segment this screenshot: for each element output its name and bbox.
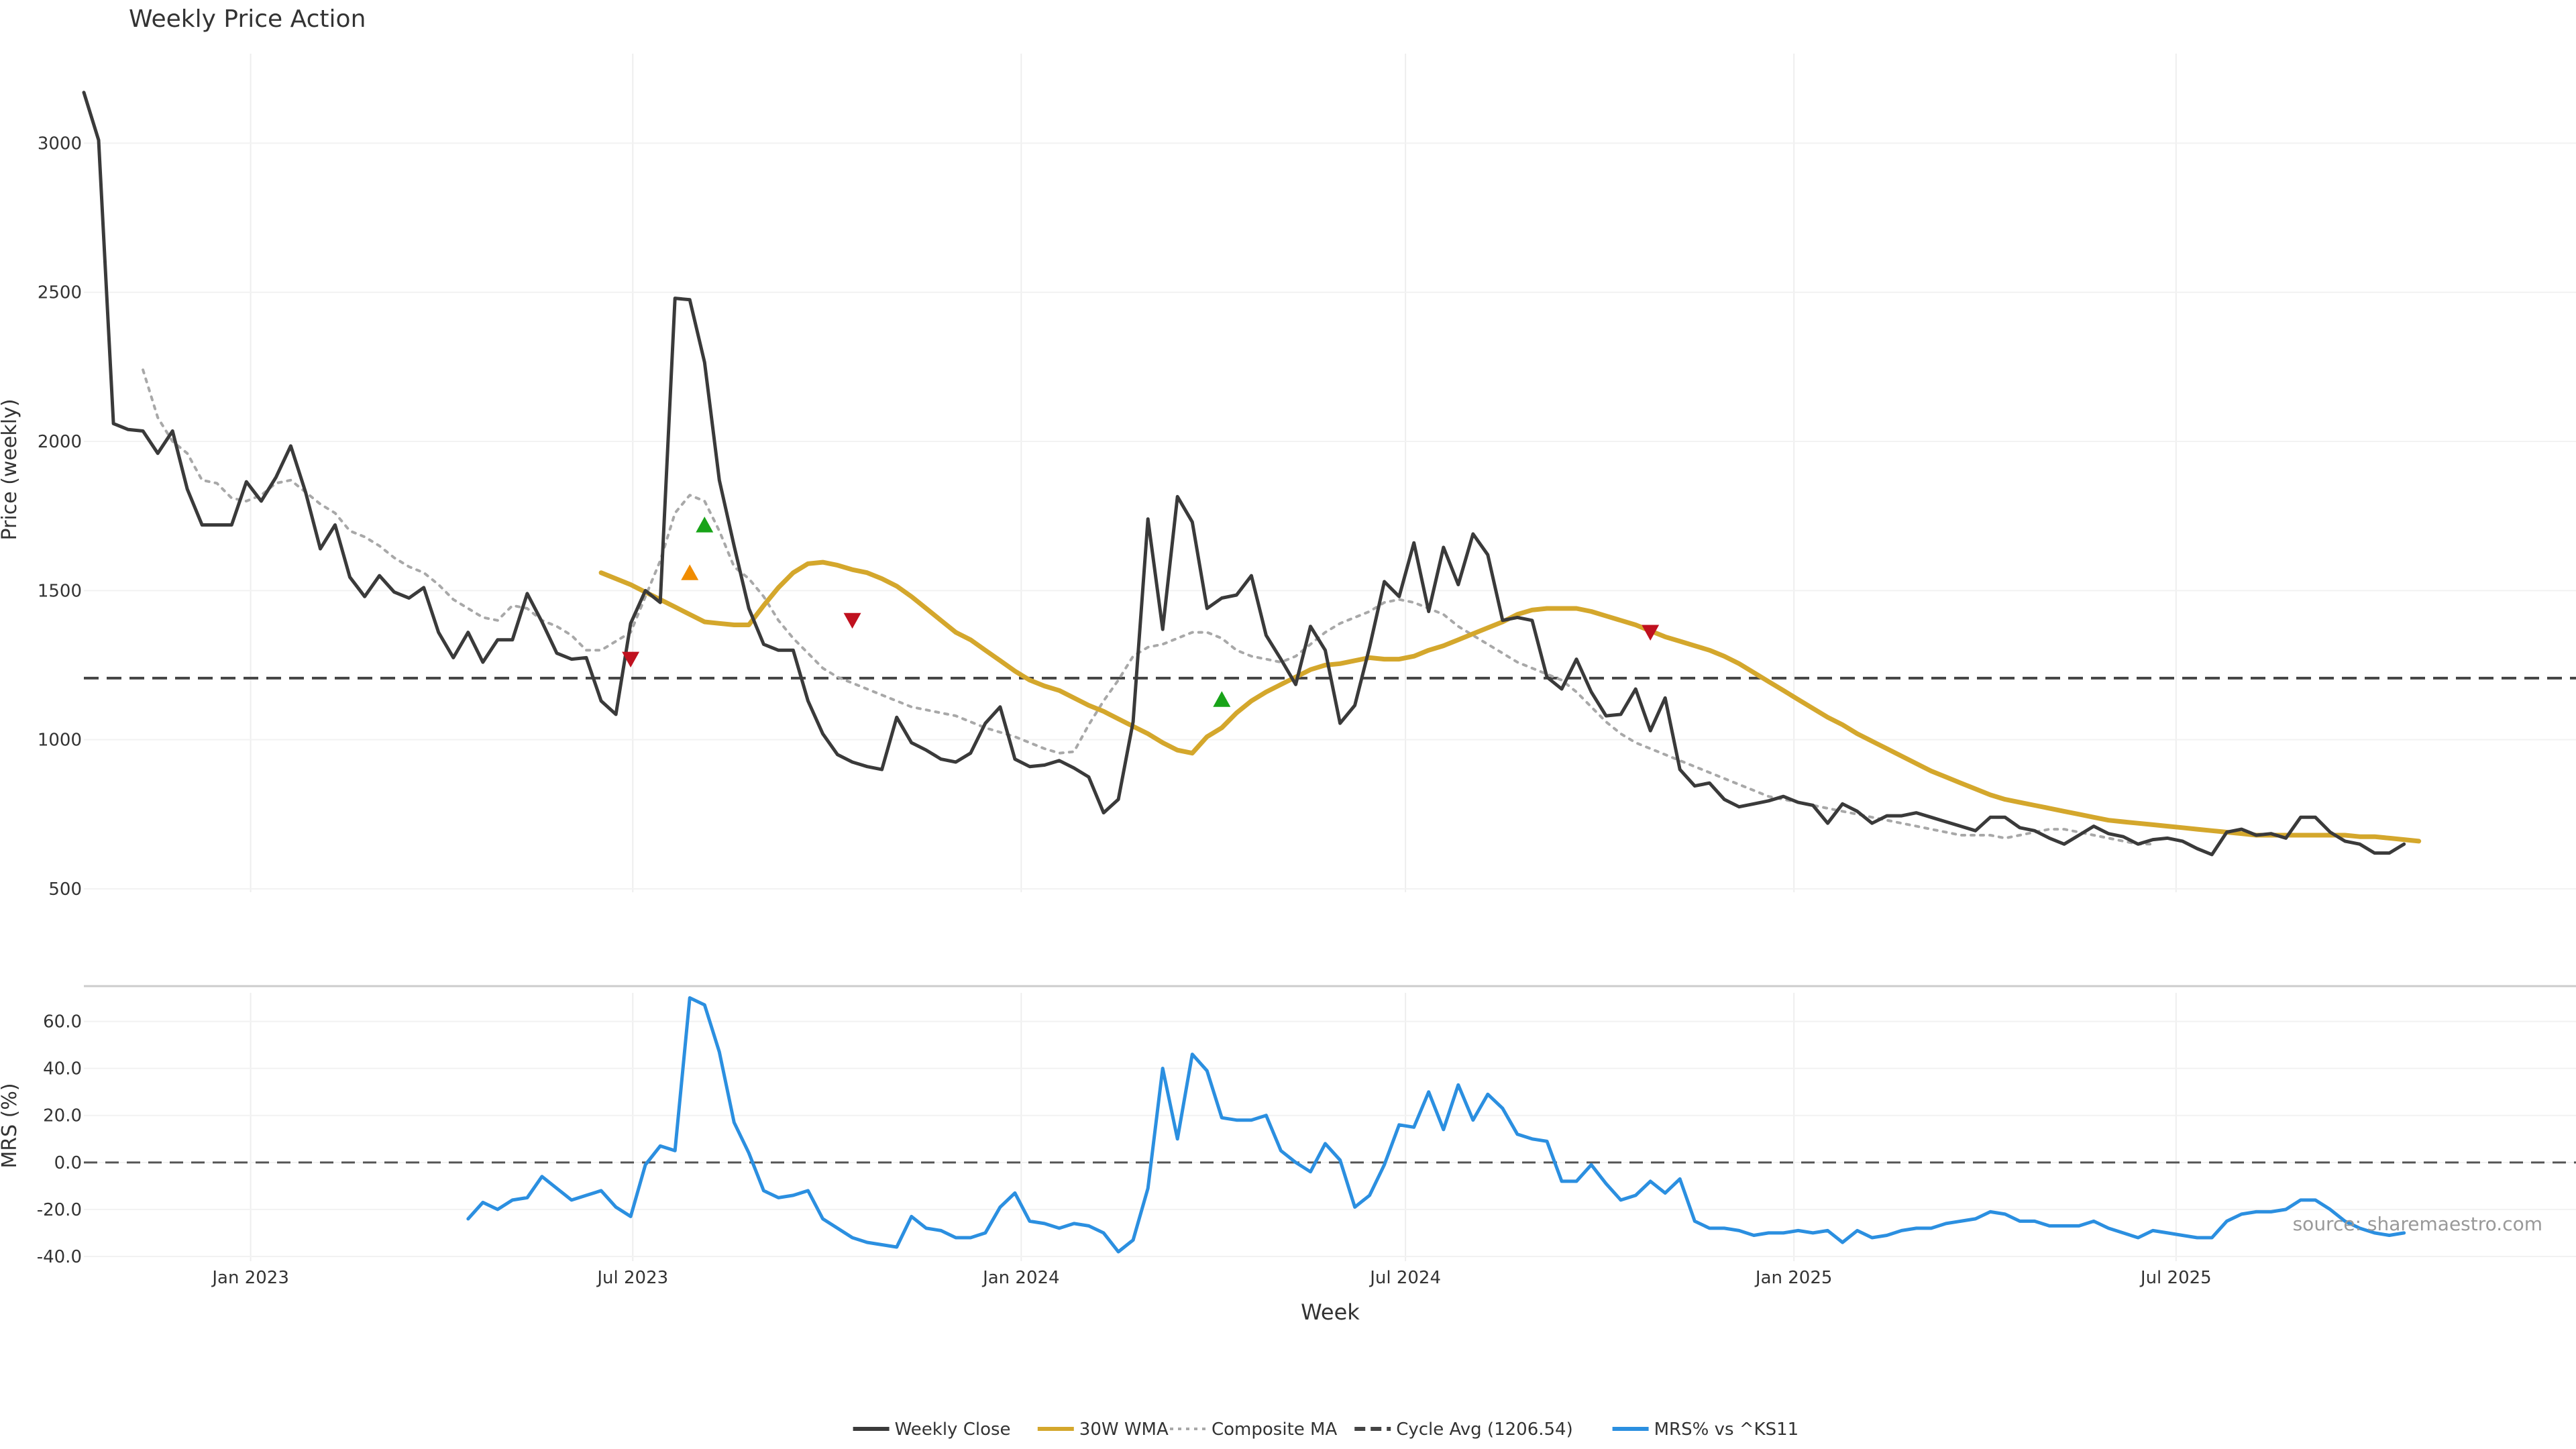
- price-y-tick-label: 1500: [38, 581, 82, 601]
- buy-signal-marker: [1213, 691, 1231, 707]
- price-y-tick-label: 500: [48, 879, 82, 900]
- legend-label: MRS% vs ^KS11: [1654, 1419, 1799, 1440]
- mrs-panel: MRS (%) -40.0 -20.0 0.0 20.0 40.0 60.0 Jan 20…: [0, 985, 2576, 1325]
- price-y-tick-label: 2500: [38, 283, 82, 303]
- mrs-y-tick-label: -20.0: [37, 1200, 82, 1220]
- mrs-y-axis-label: MRS (%): [0, 1083, 21, 1168]
- price-y-tick-label: 3000: [38, 133, 82, 154]
- price-y-ticks: 500 1000 1500 2000 2500 3000: [38, 133, 82, 900]
- legend-label: Weekly Close: [895, 1419, 1011, 1440]
- x-axis-label: Week: [1301, 1299, 1360, 1325]
- x-tick-label: Jul 2025: [2139, 1268, 2212, 1288]
- x-tick-label: Jul 2023: [596, 1268, 668, 1288]
- x-tick-label: Jul 2024: [1368, 1268, 1441, 1288]
- x-tick-label: Jan 2023: [211, 1268, 289, 1288]
- composite-ma-line: [142, 368, 2155, 846]
- x-tick-label: Jan 2025: [1754, 1268, 1833, 1288]
- chart-title: Weekly Price Action: [129, 5, 366, 33]
- legend: Weekly Close 30W WMA Composite MA Cycle Avg…: [853, 1419, 1799, 1440]
- buy-signal-marker: [681, 564, 699, 580]
- price-y-tick-label: 1000: [38, 731, 82, 751]
- mrs-series: [466, 996, 2406, 1254]
- mrs-y-tick-label: 60.0: [43, 1012, 82, 1032]
- legend-label: Composite MA: [1212, 1419, 1337, 1440]
- price-grid: [84, 54, 2576, 892]
- mrs-line: [466, 996, 2406, 1254]
- mrs-y-tick-label: 40.0: [43, 1059, 82, 1079]
- legend-label: 30W WMA: [1079, 1419, 1169, 1440]
- sell-signal-marker: [622, 651, 640, 667]
- price-y-tick-label: 2000: [38, 432, 82, 452]
- buy-signal-marker: [696, 517, 714, 533]
- mrs-y-tick-label: -40.0: [37, 1247, 82, 1267]
- price-series: [82, 91, 2422, 857]
- mrs-y-ticks: -40.0 -20.0 0.0 20.0 40.0 60.0: [37, 1012, 82, 1267]
- mrs-y-tick-label: 20.0: [43, 1106, 82, 1126]
- sell-signal-marker: [843, 612, 861, 629]
- signal-markers: [622, 517, 1660, 707]
- watermark: source: sharemaestro.com: [2293, 1213, 2542, 1235]
- sell-signal-marker: [1642, 625, 1660, 641]
- x-tick-label: Jan 2024: [981, 1268, 1060, 1288]
- price-panel: Weekly Price Action Price (weekly) 500 10…: [0, 5, 2576, 900]
- legend-label: Cycle Avg (1206.54): [1396, 1419, 1573, 1440]
- x-ticks: Jan 2023 Jul 2023 Jan 2024 Jul 2024 Jan 2025…: [211, 1268, 2211, 1288]
- weekly-close-line: [82, 91, 2406, 857]
- mrs-y-tick-label: 0.0: [54, 1153, 82, 1173]
- price-y-axis-label: Price (weekly): [0, 398, 21, 540]
